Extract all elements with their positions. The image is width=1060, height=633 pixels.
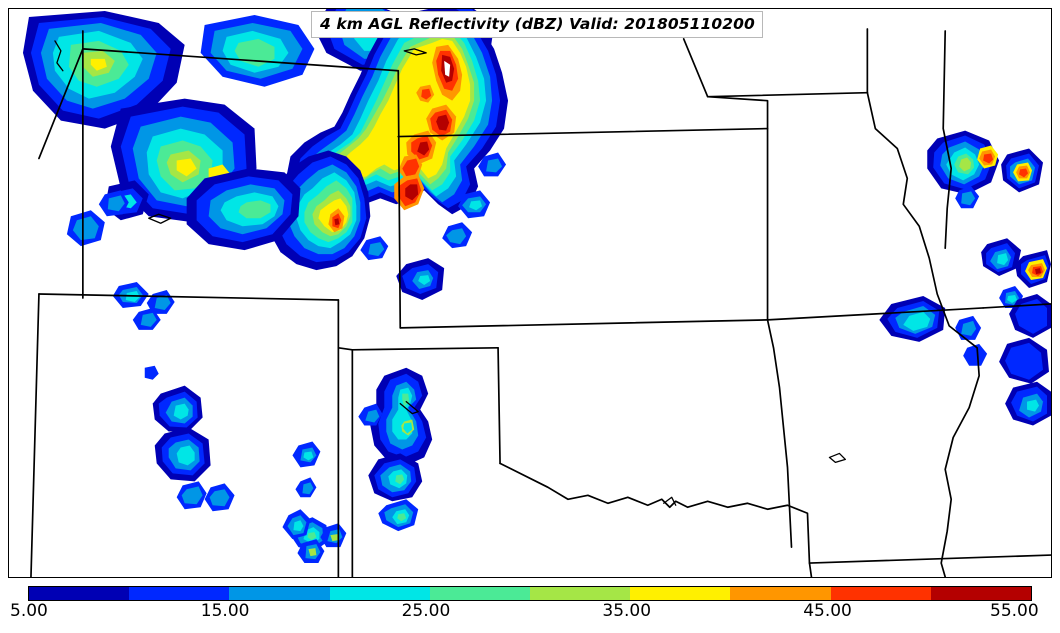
echo-main-convective-line: [186, 9, 509, 300]
colorbar: [28, 586, 1032, 601]
colorbar-band-7: [730, 587, 831, 600]
colorbar-tick-5: 5.00: [10, 601, 48, 621]
colorbar-band-1: [129, 587, 230, 600]
radar-map-svg: [22, 9, 1051, 577]
colorbar-band-8: [830, 587, 931, 600]
colorbar-tick-35: 35.00: [602, 601, 652, 621]
radar-echo-layer: [22, 9, 1051, 564]
colorbar-band-5: [530, 587, 631, 600]
colorbar-tick-45: 45.00: [803, 601, 852, 621]
colorbar-band-2: [229, 587, 330, 600]
page-title: 4 km AGL Reflectivity (dBZ) Valid: 20180…: [320, 15, 755, 33]
echo-panhandle-cells: [290, 367, 433, 552]
colorbar-band-0: [29, 587, 130, 600]
colorbar-band-6: [630, 587, 731, 600]
colorbar-tick-labels: 5.00 15.00 25.00 35.00 45.00 55.00: [0, 601, 1060, 627]
echo-high-plains-cells: [98, 190, 325, 564]
colorbar-tick-25: 25.00: [401, 601, 451, 621]
title-box: 4 km AGL Reflectivity (dBZ) Valid: 20180…: [311, 11, 763, 38]
colorbar-tick-55: 55.00: [990, 601, 1039, 621]
colorbar-band-3: [329, 587, 430, 600]
echo-eastern-cells: [879, 130, 1051, 426]
map-plot-area: [8, 8, 1052, 578]
state-boundaries-layer: [30, 28, 1051, 577]
colorbar-band-4: [429, 587, 531, 600]
colorbar-band-9: [930, 587, 1032, 600]
colorbar-tick-15: 15.00: [200, 601, 250, 621]
